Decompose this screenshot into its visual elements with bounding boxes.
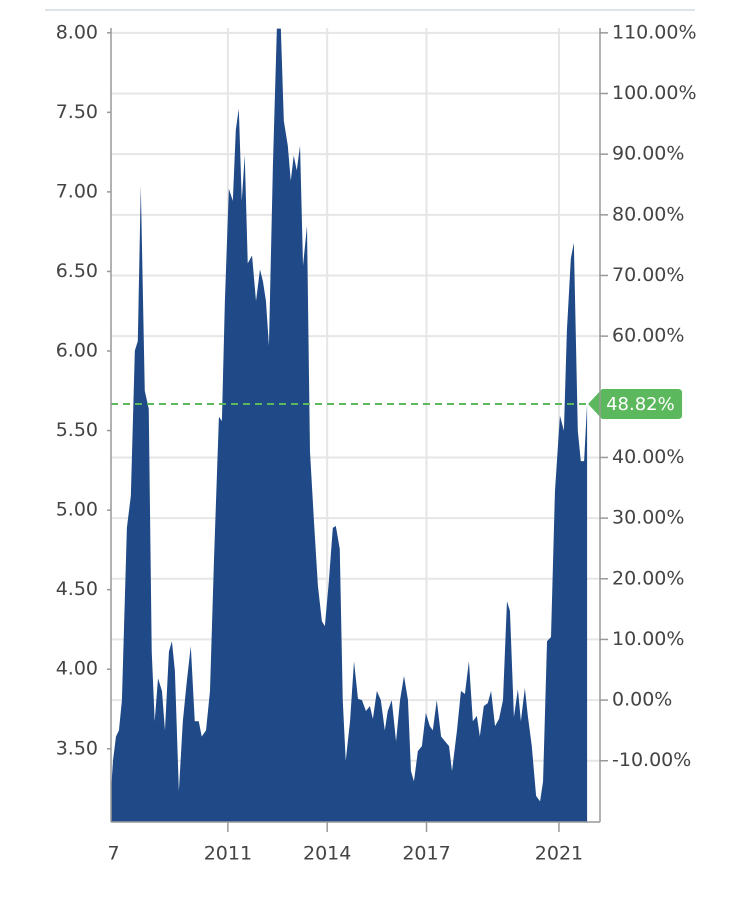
y-tick-label: 6.00 xyxy=(56,340,98,362)
x-tick-label: 2017 xyxy=(402,843,450,865)
y2-tick-label: 60.00% xyxy=(612,325,684,347)
y2-tick-label: -10.00% xyxy=(612,749,691,771)
y-tick-label: 3.50 xyxy=(56,737,98,759)
x-tick-label: 2021 xyxy=(535,843,583,865)
x-tick-label: 2007 xyxy=(71,843,119,865)
y-tick-label: 5.00 xyxy=(56,499,98,521)
y-tick-label: 5.50 xyxy=(56,419,98,441)
y-tick-label: 7.00 xyxy=(56,180,98,202)
y2-tick-label: 0.00% xyxy=(612,689,672,711)
plot-area xyxy=(111,28,588,823)
value-badge xyxy=(588,388,683,419)
y2-tick-label: 70.00% xyxy=(612,264,684,286)
axes: 3.50 4.00 4.50 5.00 5.50 6.00 6.50 7.00 7.50 8.00… xyxy=(56,21,697,832)
y2-tick-label: 20.00% xyxy=(612,567,684,589)
y-tick-label: 6.50 xyxy=(56,260,98,282)
y2-tick-label: 40.00% xyxy=(612,446,684,468)
area xyxy=(111,28,588,823)
x-axis-labels: 2007 2011 2014 2017 2021 xyxy=(71,843,583,865)
y2-tick-label: 30.00% xyxy=(612,507,684,529)
y-tick-label: 4.50 xyxy=(56,578,98,600)
y2-tick-label: 80.00% xyxy=(612,203,684,225)
x-tick-label: 2014 xyxy=(303,843,351,865)
y2-tick-label: 110.00% xyxy=(612,21,697,43)
x-tick-label: 2011 xyxy=(204,843,252,865)
y-tick-label: 7.50 xyxy=(56,101,98,123)
y2-tick-label: 100.00% xyxy=(612,82,697,104)
y-tick-label: 4.00 xyxy=(56,658,98,680)
y2-tick-label: 10.00% xyxy=(612,628,684,650)
y-tick-label: 8.00 xyxy=(56,21,98,43)
y2-tick-label: 90.00% xyxy=(612,143,684,165)
value-badge-label: 48.82% xyxy=(606,394,675,415)
